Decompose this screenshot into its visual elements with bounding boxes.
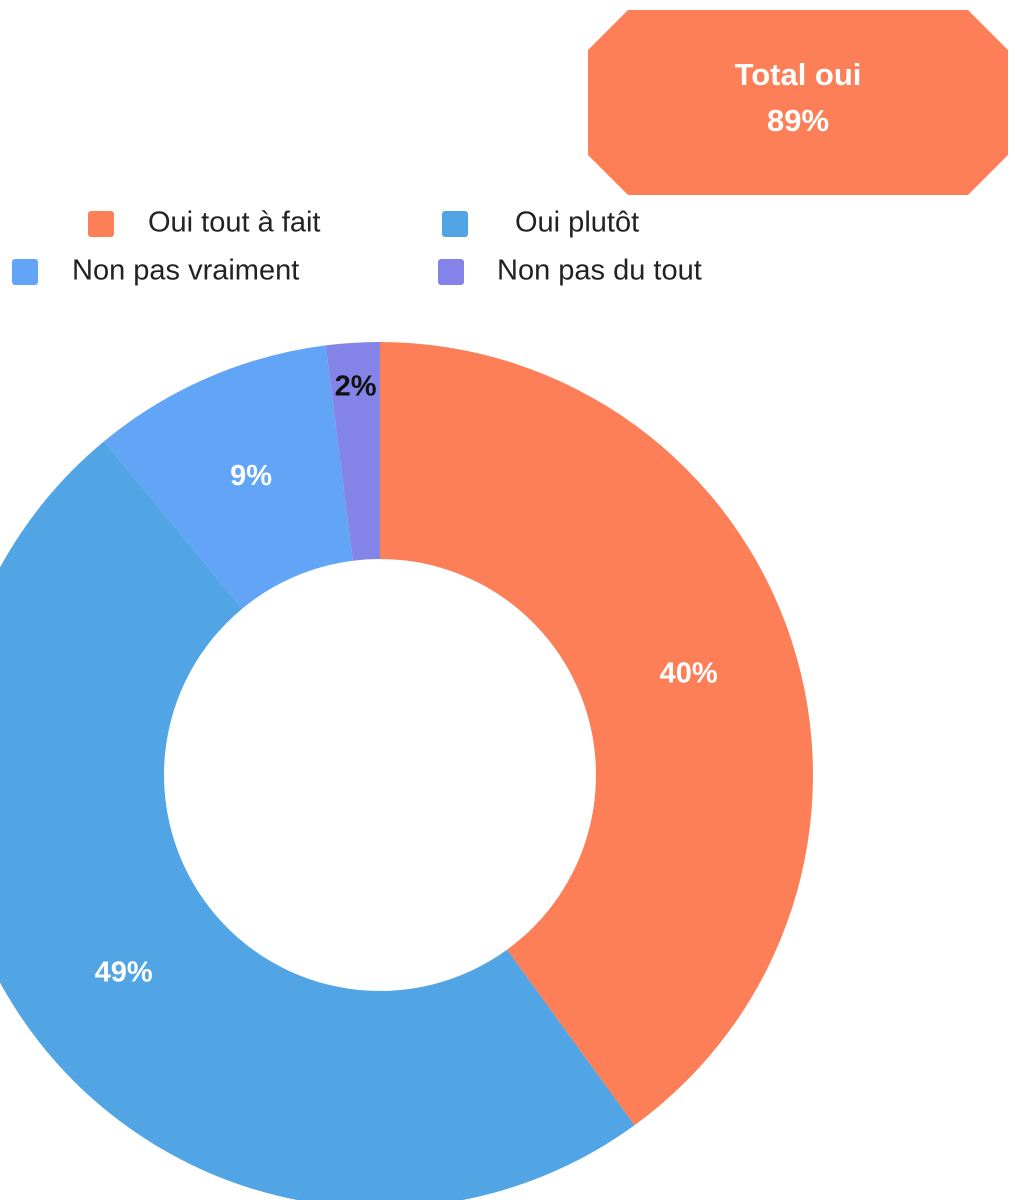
legend-swatch [88,211,114,237]
badge-background [588,10,1008,195]
badge-value: 89% [767,103,829,138]
donut-slice [103,345,353,609]
legend-label: Oui plutôt [515,207,639,239]
value-label: 40% [660,657,718,689]
legend-label: Non pas vraiment [72,255,299,287]
value-label: 49% [95,957,153,989]
legend-label: Non pas du tout [497,255,702,287]
legend-swatch [442,211,468,237]
badge-label: Total oui [735,57,862,92]
donut-slice [0,441,635,1200]
legend-label: Oui tout à fait [148,207,321,239]
legend-swatch [438,259,464,285]
value-label: 9% [230,460,272,492]
value-label: 2% [335,370,377,402]
legend-swatch [12,259,38,285]
donut-slice [380,342,813,1126]
total-badge: Total oui 89% [588,10,1008,195]
donut-slice [325,342,380,561]
